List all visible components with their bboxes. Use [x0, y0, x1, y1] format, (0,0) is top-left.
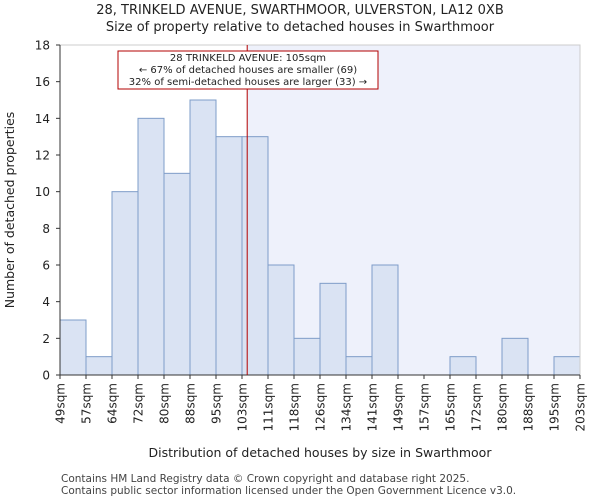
x-tick-label-149sqm: 149sqm — [392, 383, 406, 431]
bar-111sqm — [267, 264, 295, 376]
highlight-region — [247, 45, 580, 375]
bar-49sqm — [59, 319, 87, 376]
y-tick-label-16: 16 — [35, 75, 50, 89]
y-tick-label-4: 4 — [42, 295, 50, 309]
bar-57sqm — [85, 356, 113, 376]
x-tick-label-188sqm: 188sqm — [522, 383, 536, 431]
x-tick-label-80sqm: 80sqm — [158, 383, 172, 424]
y-tick-label-10: 10 — [35, 185, 50, 199]
bar-88sqm — [189, 99, 217, 376]
x-tick-label-157sqm: 157sqm — [418, 383, 432, 431]
x-tick-label-49sqm: 49sqm — [54, 383, 68, 424]
y-axis-label: Number of detached properties — [2, 112, 17, 309]
x-tick-label-126sqm: 126sqm — [314, 383, 328, 431]
annotation-line-3: 32% of semi-detached houses are larger (… — [129, 77, 367, 88]
y-tick-label-12: 12 — [35, 149, 50, 163]
chart-title-address: 28, TRINKELD AVENUE, SWARTHMOOR, ULVERST… — [96, 3, 504, 18]
y-tick-label-0: 0 — [42, 369, 50, 383]
bar-80sqm — [163, 172, 191, 376]
bar-165sqm — [449, 356, 477, 376]
bar-103sqm — [241, 136, 269, 376]
bar-72sqm — [137, 117, 165, 376]
x-tick-label-118sqm: 118sqm — [288, 383, 302, 431]
axes-group: 0 2 4 6 8 10 12 14 16 18 49sqm 57sqm 64sqm 72sqm 80sqm… — [35, 39, 588, 432]
y-tick-label-6: 6 — [42, 259, 50, 273]
annotation-box: 28 TRINKELD AVENUE: 105sqm ← 67% of deta… — [117, 50, 379, 90]
bar-195sqm — [553, 356, 581, 376]
x-tick-label-72sqm: 72sqm — [132, 383, 146, 424]
x-tick-label-134sqm: 134sqm — [340, 383, 354, 431]
x-tick-label-203sqm: 203sqm — [574, 383, 588, 431]
bar-95sqm — [215, 136, 243, 376]
x-tick-label-141sqm: 141sqm — [366, 383, 380, 431]
bar-64sqm — [111, 191, 139, 376]
x-tick-label-95sqm: 95sqm — [210, 383, 224, 424]
x-tick-label-64sqm: 64sqm — [106, 383, 120, 424]
y-tick-label-8: 8 — [42, 222, 50, 236]
bar-126sqm — [319, 282, 347, 376]
bar-180sqm — [501, 337, 529, 376]
bar-134sqm — [345, 356, 373, 376]
bar-118sqm — [293, 337, 321, 376]
histogram-chart: 0 2 4 6 8 10 12 14 16 18 49sqm 57sqm 64sqm 72sqm 80sqm… — [2, 39, 588, 461]
annotation-frame — [117, 50, 379, 90]
chart-title: Size of property relative to detached ho… — [105, 20, 495, 35]
bar-141sqm — [371, 264, 399, 376]
bars-group — [59, 99, 581, 376]
x-axis-label: Distribution of detached houses by size … — [149, 445, 493, 460]
y-tick-label-18: 18 — [35, 39, 50, 53]
x-tick-label-57sqm: 57sqm — [80, 383, 94, 424]
footer-licence: Contains public sector information licen… — [61, 485, 517, 497]
x-tick-label-103sqm: 103sqm — [236, 383, 250, 431]
footer-copyright: Contains HM Land Registry data © Crown c… — [61, 473, 470, 485]
x-tick-label-111sqm: 111sqm — [262, 383, 276, 431]
y-tick-label-14: 14 — [35, 112, 50, 126]
x-tick-label-180sqm: 180sqm — [496, 383, 510, 431]
x-tick-label-195sqm: 195sqm — [548, 383, 562, 431]
annotation-line-2: ← 67% of detached houses are smaller (69… — [139, 65, 357, 76]
x-tick-label-165sqm: 165sqm — [444, 383, 458, 431]
annotation-line-1: 28 TRINKELD AVENUE: 105sqm — [170, 53, 326, 64]
y-tick-label-2: 2 — [42, 332, 50, 346]
x-tick-label-88sqm: 88sqm — [184, 383, 198, 424]
x-tick-label-172sqm: 172sqm — [470, 383, 484, 431]
